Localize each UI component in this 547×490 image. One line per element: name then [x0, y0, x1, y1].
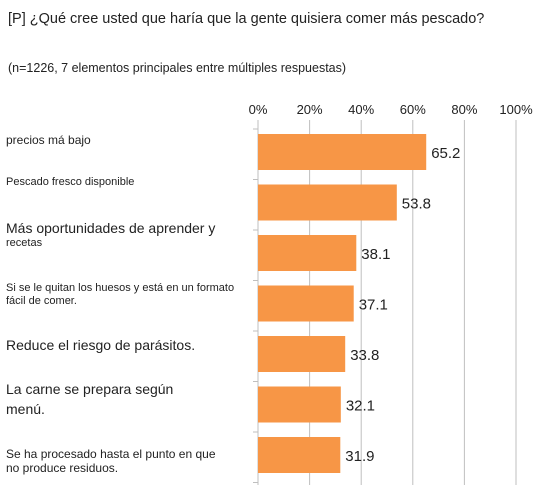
- x-tick-label: 60%: [400, 102, 426, 117]
- x-tick-label: 100%: [499, 102, 533, 117]
- bar: [258, 336, 346, 372]
- category-label: Se ha procesado hasta el punto en que no …: [6, 447, 216, 476]
- category-label-line: Más oportunidades de aprender y: [6, 220, 216, 236]
- bar: [258, 134, 427, 170]
- category-label-line: Pescado fresco disponible: [6, 176, 135, 188]
- category-label-line: menú.: [6, 400, 45, 417]
- category-label: precios má bajo: [6, 133, 91, 147]
- bar: [258, 184, 397, 221]
- bar: [258, 285, 354, 322]
- category-label: Reduce el riesgo de parásitos.: [6, 337, 195, 354]
- category-label-line: precios má bajo: [6, 133, 91, 147]
- chart-subtitle: (n=1226, 7 elementos principales entre m…: [8, 61, 347, 75]
- value-label: 65.2: [431, 145, 460, 162]
- x-tick-label: 80%: [451, 102, 477, 117]
- x-tick-label: 40%: [348, 102, 374, 117]
- value-label: 32.1: [346, 398, 375, 415]
- category-label-line: recetas: [6, 236, 43, 249]
- category-label: Si se le quitan los huesos y está en un …: [6, 282, 234, 308]
- bar: [258, 386, 341, 423]
- category-label-line: no produce residuos.: [6, 461, 119, 476]
- value-label: 38.1: [361, 246, 390, 263]
- category-label: Más oportunidades de aprender y recetas: [6, 220, 215, 250]
- category-label-line: Reduce el riesgo de parásitos.: [6, 337, 196, 353]
- bar: [258, 437, 341, 473]
- category-label: Pescado fresco disponible: [6, 176, 134, 189]
- bar: [258, 235, 357, 271]
- category-label-line: fácil de comer.: [6, 295, 77, 308]
- category-label-line: Se ha procesado hasta el punto en que: [6, 447, 216, 461]
- value-label: 53.8: [402, 196, 431, 213]
- x-tick-label: 0%: [249, 102, 268, 117]
- category-label: La carne se prepara según menú.: [6, 381, 173, 418]
- category-label-line: Si se le quitan los huesos y está en un …: [6, 282, 235, 294]
- value-label: 37.1: [359, 297, 388, 314]
- x-tick-label: 20%: [297, 102, 323, 117]
- category-label-line: La carne se prepara según: [6, 381, 174, 397]
- chart-title: [P] ¿Qué cree usted que haría que la gen…: [8, 11, 485, 27]
- value-label: 31.9: [345, 448, 374, 465]
- value-label: 33.8: [350, 347, 379, 364]
